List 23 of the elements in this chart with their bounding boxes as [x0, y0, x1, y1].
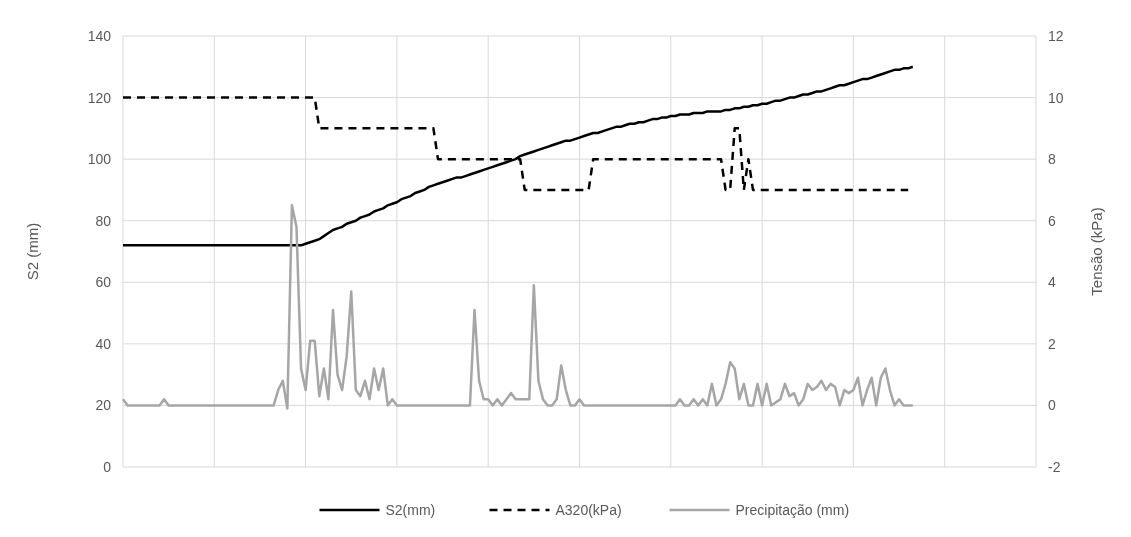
y2-tick-label: -2 [1048, 459, 1061, 475]
y2-tick-label: 8 [1048, 151, 1056, 168]
legend-label: Precipitação (mm) [735, 502, 850, 518]
y2-tick-label: 2 [1048, 335, 1056, 352]
line-series [121, 204, 914, 410]
y2-tick-label: 0 [1048, 397, 1056, 414]
y2-tick-label: 6 [1048, 212, 1056, 229]
y-tick-label: 20 [95, 397, 112, 414]
y-tick-label: 100 [87, 151, 112, 168]
y-tick-label: 60 [95, 274, 112, 291]
y2-tick-label: 12 [1048, 28, 1064, 44]
y2-tick-label: 10 [1048, 89, 1064, 106]
legend-label: S2(mm) [385, 502, 436, 518]
y2-tick-label: 4 [1048, 274, 1056, 291]
y-tick-label: 80 [95, 212, 112, 229]
y-tick-label: 40 [95, 335, 112, 352]
y-tick-label: 0 [103, 459, 112, 475]
y2-axis-title: Tensão (kPa) [1088, 207, 1105, 296]
line-series [121, 65, 914, 247]
y-tick-label: 140 [87, 28, 112, 44]
y-axis-title: S2 (mm) [24, 222, 41, 281]
legend-label: A320(kPa) [555, 502, 622, 518]
y-tick-label: 120 [87, 89, 112, 106]
